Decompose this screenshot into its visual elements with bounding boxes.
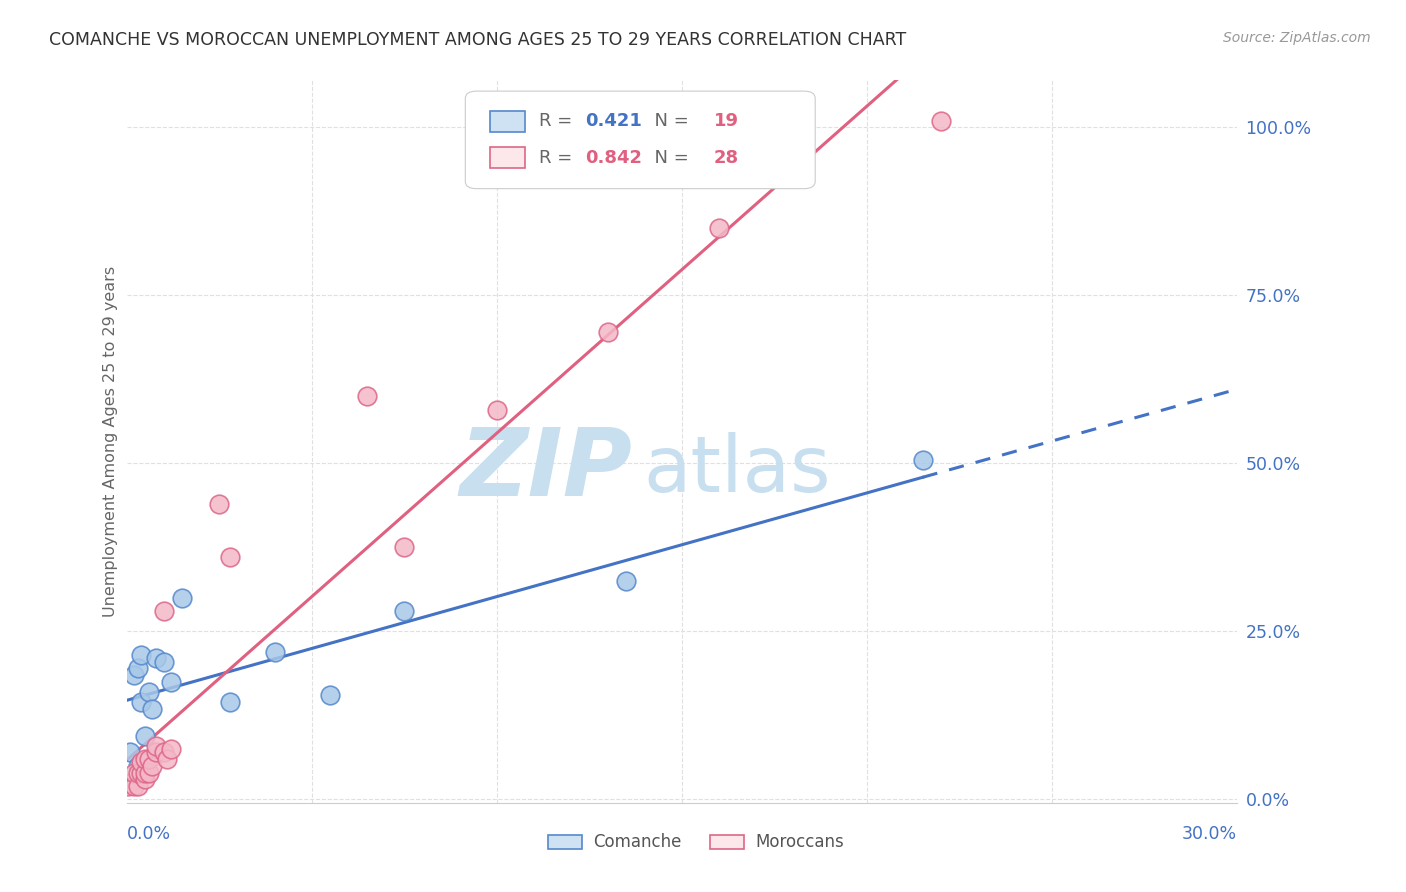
Point [122,668,145,682]
Y-axis label: Unemployment Among Ages 25 to 29 years: Unemployment Among Ages 25 to 29 years [103,266,118,617]
Point [929,113,952,128]
Point [616,574,638,588]
Point [134,729,156,743]
FancyBboxPatch shape [489,147,526,168]
Point [134,752,156,766]
Point [263,644,285,658]
Point [152,745,174,759]
Text: 0.842: 0.842 [585,149,643,167]
Point [122,779,145,793]
Point [141,759,163,773]
Point [485,402,508,417]
Point [219,550,242,565]
Point [145,739,167,753]
Point [145,745,167,759]
Text: 0.421: 0.421 [585,112,643,130]
Text: 28: 28 [714,149,740,167]
Point [131,756,153,770]
Text: COMANCHE VS MOROCCAN UNEMPLOYMENT AMONG AGES 25 TO 29 YEARS CORRELATION CHART: COMANCHE VS MOROCCAN UNEMPLOYMENT AMONG … [49,31,907,49]
Text: R =: R = [538,112,578,130]
Text: 30.0%: 30.0% [1182,825,1237,843]
Point [138,685,160,699]
Text: Moroccans: Moroccans [755,833,844,851]
Text: N =: N = [643,149,695,167]
Point [707,221,730,235]
Text: Source: ZipAtlas.com: Source: ZipAtlas.com [1223,31,1371,45]
Point [122,765,145,780]
Point [596,326,619,340]
Point [127,661,149,675]
Point [152,655,174,669]
Point [172,591,194,605]
Point [219,695,242,709]
Point [160,742,183,756]
Text: atlas: atlas [643,433,831,508]
Point [120,745,142,759]
Point [134,765,156,780]
Point [356,389,378,403]
Point [131,765,153,780]
Text: Comanche: Comanche [593,833,682,851]
Text: 19: 19 [714,112,740,130]
Text: N =: N = [643,112,695,130]
Point [138,752,160,766]
Point [127,765,149,780]
Point [152,604,174,618]
Point [911,453,934,467]
Point [120,775,142,789]
Point [131,695,153,709]
Point [141,702,163,716]
Point [156,752,179,766]
Point [319,688,342,702]
Point [394,541,416,555]
Text: R =: R = [538,149,578,167]
Point [394,604,416,618]
Point [145,651,167,665]
Point [127,759,149,773]
FancyBboxPatch shape [489,112,526,132]
Point [208,497,231,511]
FancyBboxPatch shape [465,91,815,189]
Point [138,765,160,780]
Point [134,772,156,787]
Text: 0.0%: 0.0% [127,825,170,843]
Point [117,779,139,793]
Text: ZIP: ZIP [458,425,631,516]
Point [127,779,149,793]
Point [131,648,153,662]
Point [160,674,183,689]
